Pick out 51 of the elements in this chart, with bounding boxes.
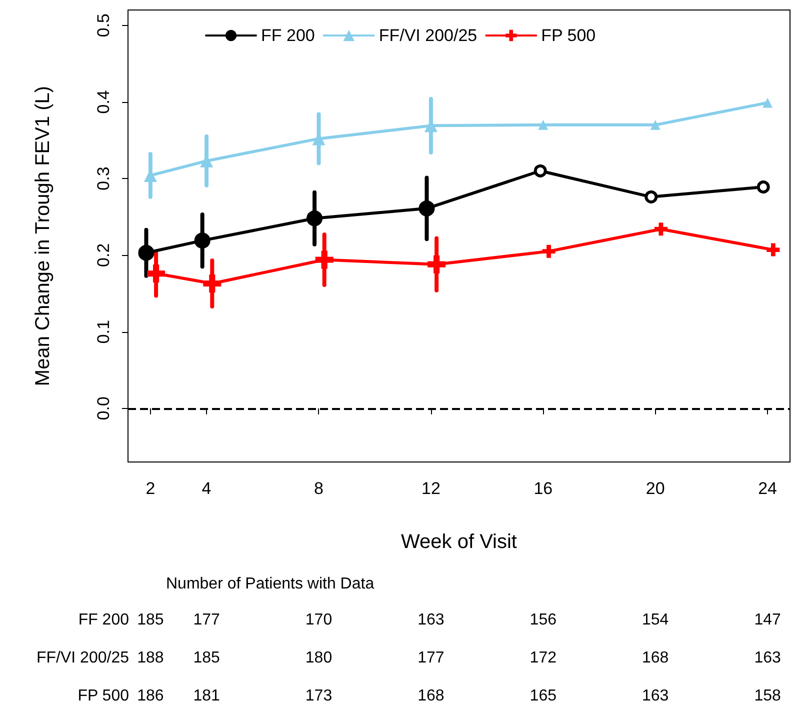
text: 147 xyxy=(754,612,782,628)
x-tick-label: 4 xyxy=(202,479,212,498)
x-tick-label: 8 xyxy=(314,479,324,498)
text: 177 xyxy=(193,612,220,628)
text: FF 200 xyxy=(78,612,130,628)
x-tick-label: 24 xyxy=(758,479,778,498)
y-tick-label: 0.4 xyxy=(94,90,113,114)
point xyxy=(147,264,166,283)
x-tick-label: 20 xyxy=(646,479,665,498)
text: 163 xyxy=(754,650,782,666)
text: 163 xyxy=(418,612,444,628)
text: 181 xyxy=(193,688,220,704)
point xyxy=(203,274,222,292)
text: 165 xyxy=(530,688,557,704)
point xyxy=(315,250,334,269)
text: Number of Patients with Data xyxy=(166,576,374,592)
text: 185 xyxy=(137,612,164,628)
text: 177 xyxy=(418,650,444,666)
point xyxy=(418,200,435,216)
text: 170 xyxy=(305,612,332,628)
text: 185 xyxy=(193,650,220,666)
text: 154 xyxy=(642,612,669,628)
legend-label: FF 200 xyxy=(261,26,315,45)
y-tick-label: 0.5 xyxy=(94,14,113,38)
y-tick-label: 0.1 xyxy=(94,320,113,344)
legend-label: FF/VI 200/25 xyxy=(378,26,478,45)
x-axis-title: Week of Visit xyxy=(401,531,518,553)
x-tick-label: 2 xyxy=(146,479,156,498)
y-tick-label: 0.2 xyxy=(94,243,113,267)
text: 188 xyxy=(137,650,164,666)
text: 173 xyxy=(305,688,332,704)
y-axis-title: Mean Change in Trough FEV1 (L) xyxy=(32,86,54,386)
x-tick-label: 12 xyxy=(421,479,440,498)
text: 158 xyxy=(754,688,782,704)
y-tick-label: 0.0 xyxy=(94,396,113,420)
text: 163 xyxy=(642,688,669,704)
point xyxy=(194,232,210,249)
text: FF/VI 200/25 xyxy=(36,650,130,666)
point xyxy=(428,255,446,274)
point xyxy=(306,210,323,226)
legend-label: FP 500 xyxy=(541,26,596,45)
y-tick-label: 0.3 xyxy=(94,166,113,190)
text: 168 xyxy=(642,650,669,666)
text: FP 500 xyxy=(78,688,130,704)
text: 186 xyxy=(137,688,164,704)
text: 180 xyxy=(305,650,332,666)
text: 168 xyxy=(418,688,444,704)
x-tick-label: 16 xyxy=(534,479,553,498)
text: 172 xyxy=(530,650,557,666)
text: 156 xyxy=(530,612,557,628)
point xyxy=(138,244,154,261)
